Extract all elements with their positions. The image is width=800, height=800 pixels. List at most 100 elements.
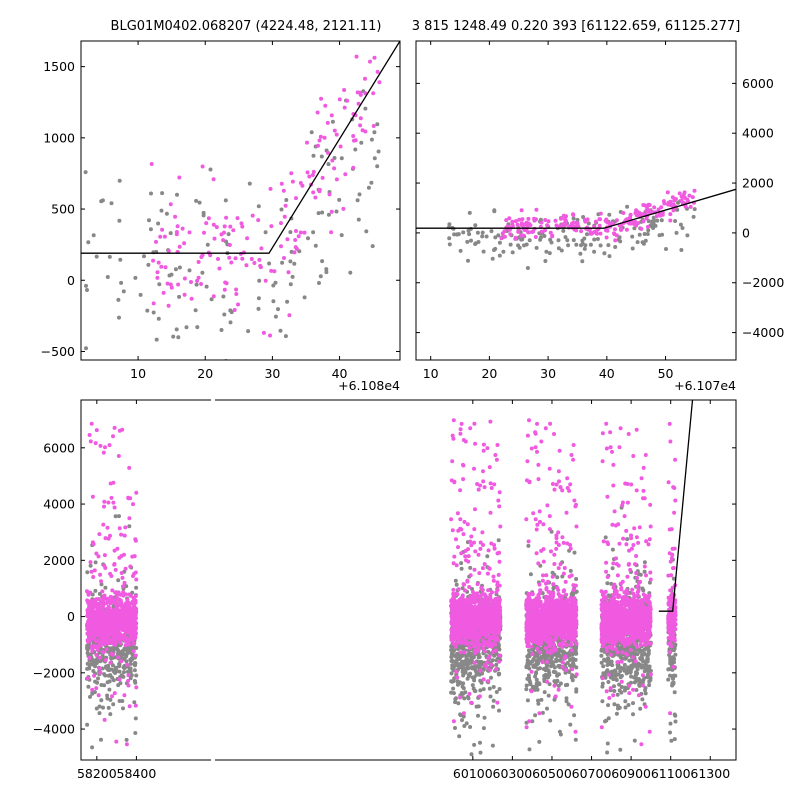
grey-point [311, 153, 316, 158]
grey-point [256, 296, 261, 301]
magenta-point [123, 566, 128, 571]
magenta-point [497, 504, 502, 509]
magenta-point [122, 533, 127, 538]
grey-point [612, 702, 617, 707]
grey-point [459, 566, 464, 571]
grey-point [535, 654, 540, 659]
magenta-point [515, 222, 520, 227]
magenta-point [499, 236, 504, 241]
magenta-point [497, 659, 501, 664]
grey-point [468, 565, 473, 570]
magenta-point [126, 603, 131, 608]
grey-point [464, 661, 469, 665]
magenta-point [92, 568, 97, 573]
grey-point [195, 325, 200, 330]
grey-point [110, 663, 115, 668]
grey-point [132, 700, 137, 705]
grey-point [647, 666, 652, 671]
grey-point [173, 267, 178, 272]
y-tick-label: 1000 [43, 130, 75, 145]
magenta-point [281, 188, 286, 193]
magenta-point [217, 266, 222, 271]
x-tick-label: 30 [264, 366, 280, 381]
magenta-point [111, 434, 115, 439]
grey-point [97, 704, 102, 709]
magenta-point [493, 597, 498, 602]
magenta-point [487, 654, 492, 659]
grey-point [618, 239, 623, 244]
magenta-point [472, 421, 477, 426]
grey-point [547, 682, 552, 687]
grey-point [573, 651, 578, 656]
grey-point [536, 698, 540, 703]
grey-point [473, 667, 477, 672]
magenta-point [285, 237, 290, 242]
grey-point [530, 719, 535, 724]
grey-point [247, 181, 252, 186]
magenta-point [319, 96, 324, 101]
grey-point [111, 702, 116, 707]
grey-point [555, 654, 560, 659]
grey-point [204, 284, 209, 289]
magenta-point [486, 588, 491, 593]
magenta-point [666, 200, 671, 205]
grey-point [101, 705, 105, 710]
grey-point [324, 270, 329, 275]
magenta-point [481, 442, 486, 447]
grey-point [524, 665, 529, 670]
magenta-point [332, 128, 337, 133]
grey-point [641, 588, 646, 593]
grey-point [257, 278, 262, 283]
magenta-point [468, 426, 473, 431]
grey-point [84, 346, 88, 351]
grey-point [85, 570, 90, 575]
magenta-point [117, 597, 122, 602]
grey-point [533, 664, 538, 669]
magenta-point [614, 218, 619, 223]
magenta-point [240, 224, 245, 229]
grey-point [83, 170, 88, 175]
magenta-point [320, 175, 325, 180]
magenta-point [472, 567, 477, 572]
grey-point [339, 233, 344, 238]
magenta-point [563, 217, 567, 222]
grey-point [691, 214, 696, 219]
grey-point [99, 683, 104, 687]
grey-point [546, 668, 551, 673]
magenta-point [329, 113, 334, 118]
grey-point [566, 243, 571, 248]
grey-point [201, 213, 206, 218]
grey-point [537, 739, 542, 744]
grey-point [549, 664, 554, 669]
magenta-point [654, 214, 659, 219]
grey-point [558, 681, 563, 686]
grey-point [525, 698, 530, 703]
magenta-point [101, 650, 106, 655]
magenta-point [130, 608, 135, 612]
magenta-point [121, 636, 126, 641]
magenta-point [363, 76, 367, 81]
magenta-point [86, 676, 90, 681]
magenta-point [102, 499, 107, 504]
magenta-point [473, 549, 478, 554]
grey-point [228, 320, 233, 325]
grey-point [647, 679, 652, 684]
grey-point [128, 650, 133, 655]
magenta-point [605, 228, 610, 233]
grey-point [461, 714, 466, 719]
magenta-point [131, 641, 136, 646]
magenta-point [562, 221, 567, 226]
grey-point [660, 232, 665, 237]
magenta-point [480, 566, 485, 571]
magenta-point [162, 234, 167, 239]
grey-point [468, 725, 473, 729]
grey-point [531, 684, 535, 689]
magenta-point [283, 203, 288, 208]
magenta-point [100, 631, 105, 636]
grey-point [115, 652, 120, 657]
magenta-point [603, 218, 608, 223]
magenta-point [113, 598, 118, 603]
magenta-point [619, 227, 624, 232]
magenta-point [478, 668, 483, 673]
grey-point [273, 280, 278, 285]
